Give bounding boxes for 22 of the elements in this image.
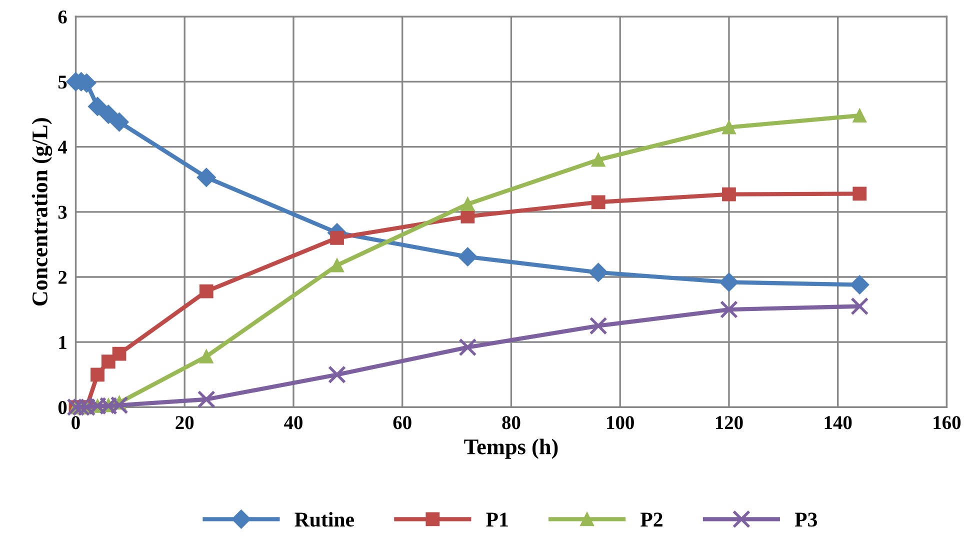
x-tick-label: 0 [72,416,80,430]
y-tick-label: 5 [58,76,67,89]
legend-label: P1 [486,512,508,526]
x-tick-label: 140 [824,416,852,430]
x-tick-label: 100 [607,416,634,430]
x-tick-label: 60 [393,416,412,430]
y-axis-title: Concentration (g/L) [32,118,52,306]
x-tick-label: 120 [716,416,743,430]
y-tick-label: 4 [58,140,68,154]
y-tick-label: 2 [58,270,67,284]
x-axis-title: Temps (h) [464,438,558,459]
y-tick-label: 0 [58,401,67,414]
x-tick-label: 20 [176,416,194,430]
x-tick-label: 80 [502,416,520,430]
y-tick-label: 3 [58,206,67,219]
y-tick-label: 6 [58,10,67,24]
x-tick-label: 40 [284,416,302,430]
y-tick-label: 1 [59,336,66,349]
x-tick-label: 160 [934,416,961,430]
legend-label: P2 [640,512,662,526]
legend-label: Rutine [294,512,354,527]
legend-label: P3 [794,512,817,527]
